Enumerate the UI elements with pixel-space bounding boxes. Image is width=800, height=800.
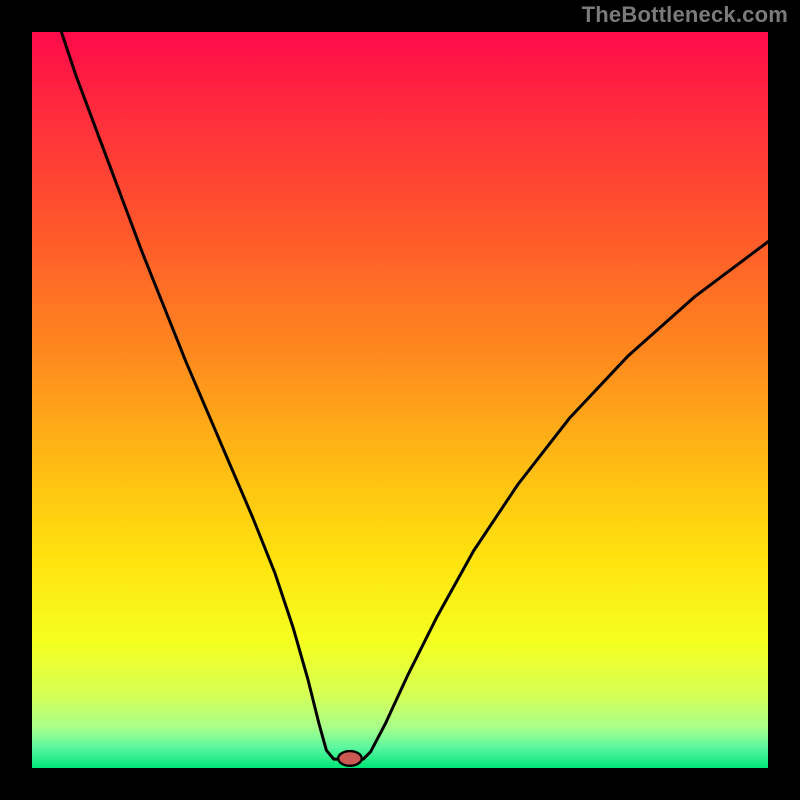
watermark-text: TheBottleneck.com — [582, 2, 788, 28]
optimal-point-marker — [338, 751, 362, 766]
chart-frame: TheBottleneck.com — [0, 0, 800, 800]
chart-background — [32, 32, 768, 768]
bottleneck-chart — [32, 32, 768, 768]
